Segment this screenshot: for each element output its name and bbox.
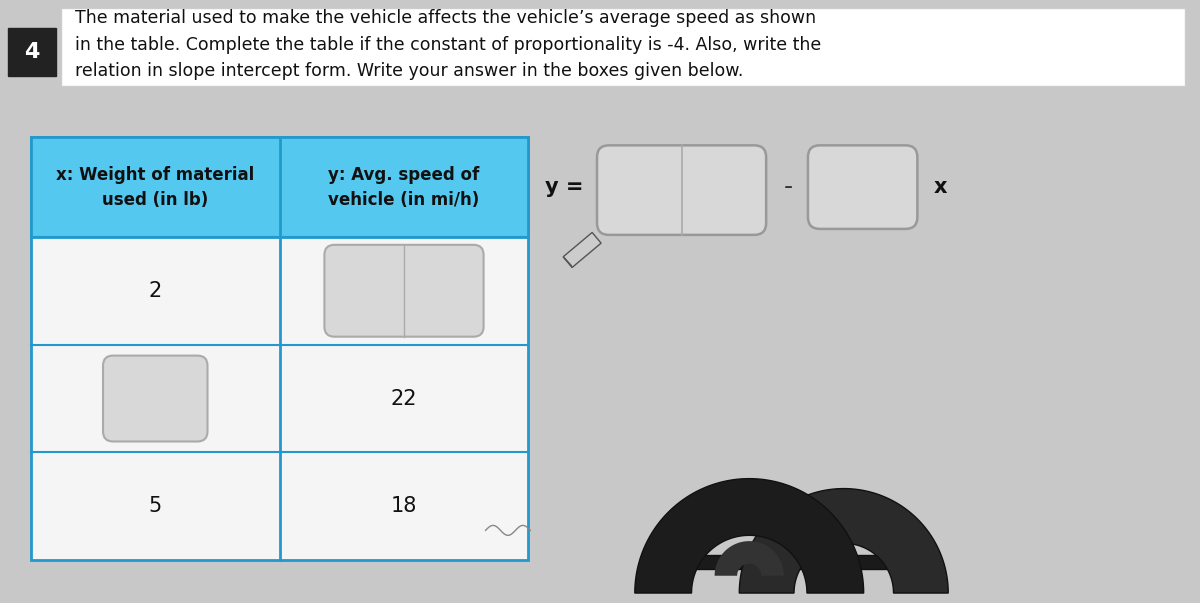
Text: y =: y =: [545, 177, 583, 197]
Polygon shape: [739, 488, 948, 593]
FancyBboxPatch shape: [808, 145, 917, 229]
Text: The material used to make the vehicle affects the vehicle’s average speed as sho: The material used to make the vehicle af…: [74, 10, 821, 80]
Bar: [61, 8, 1186, 86]
Bar: [652, 555, 892, 569]
Text: y: Avg. speed of
vehicle (in mi/h): y: Avg. speed of vehicle (in mi/h): [329, 166, 480, 209]
Text: 5: 5: [149, 496, 162, 516]
Polygon shape: [563, 233, 601, 268]
Text: -: -: [784, 175, 793, 199]
Polygon shape: [563, 257, 572, 268]
FancyBboxPatch shape: [324, 245, 484, 336]
Polygon shape: [635, 479, 864, 593]
Bar: [8, 28, 55, 76]
Bar: [31, 137, 528, 237]
Text: 4: 4: [24, 42, 40, 62]
Polygon shape: [715, 541, 784, 576]
Text: x: x: [934, 177, 947, 197]
Text: 2: 2: [149, 281, 162, 301]
Text: 18: 18: [391, 496, 418, 516]
FancyBboxPatch shape: [103, 356, 208, 441]
Text: 22: 22: [391, 388, 418, 409]
Bar: [31, 137, 528, 560]
Text: x: Weight of material
used (in lb): x: Weight of material used (in lb): [56, 166, 254, 209]
FancyBboxPatch shape: [598, 145, 766, 235]
